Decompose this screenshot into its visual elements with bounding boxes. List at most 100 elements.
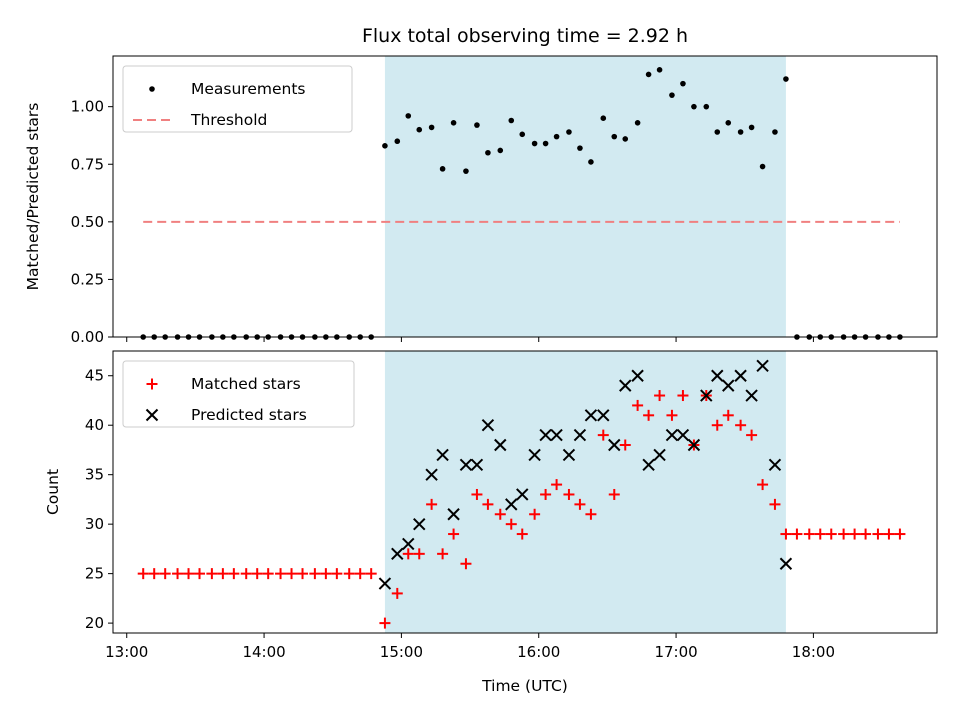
predicted-stars-point — [562, 448, 576, 462]
matched-stars-point — [711, 419, 723, 431]
matched-stars-point — [563, 488, 575, 500]
matched-stars-point — [722, 409, 734, 421]
x-tick-label: 15:00 — [380, 643, 423, 661]
measurements-point — [519, 131, 526, 138]
legend-box — [122, 360, 355, 428]
measurements-point — [759, 163, 766, 170]
predicted-stars-point — [745, 389, 758, 402]
matched-stars-point — [780, 528, 792, 540]
predicted-stars-point — [391, 547, 404, 561]
predicted-stars-point — [378, 577, 392, 590]
predicted-stars-point — [665, 428, 679, 442]
matched-stars-point — [309, 568, 321, 580]
measurements-point — [714, 129, 721, 135]
predicted-stars-point — [505, 498, 518, 511]
matched-stars-point — [654, 390, 666, 402]
matched-stars-point — [516, 528, 528, 540]
matched-stars-point — [460, 558, 472, 570]
measurements-point — [394, 138, 401, 145]
legend-label-threshold: Threshold — [190, 111, 267, 129]
measurements-point — [725, 119, 732, 126]
matched-stars-point — [251, 568, 263, 580]
measurements-point — [645, 71, 652, 78]
matched-stars-point — [505, 518, 517, 530]
matched-stars-point — [331, 568, 343, 580]
y-tick-label: 0.75 — [71, 155, 104, 173]
measurements-point — [428, 124, 435, 131]
measurements-point — [634, 119, 641, 126]
predicted-stars-point — [619, 379, 632, 392]
predicted-stars-point — [573, 428, 587, 442]
predicted-stars-point — [425, 468, 438, 481]
predicted-stars-point — [584, 409, 598, 422]
x-tick-label: 13:00 — [105, 643, 148, 661]
chart-title: Flux total observing time = 2.92 h — [362, 25, 688, 47]
x-tick-label: 17:00 — [654, 643, 697, 661]
x-tick-label: 16:00 — [517, 643, 560, 661]
measurements-point — [542, 140, 549, 147]
measurements-point — [611, 133, 618, 140]
matched-stars-point — [825, 528, 837, 540]
matched-stars-point — [814, 528, 826, 540]
measurements-point — [737, 129, 744, 135]
bottom-y-axis-label: Count — [44, 469, 62, 515]
matched-stars-point — [426, 498, 438, 510]
bottom-panel-marks — [137, 359, 906, 629]
bottom-panel: 13:00 14:00 15:00 16:00 17:00 18:00 20 25 30 35 40… — [44, 350, 938, 661]
bottom-legend: Matched stars Predicted stars — [122, 360, 355, 428]
matched-stars-point — [137, 568, 149, 580]
matched-stars-point — [391, 587, 403, 599]
matched-stars-point — [529, 508, 541, 520]
matched-stars-point — [746, 429, 758, 441]
matched-stars-point — [262, 568, 274, 580]
legend-box — [122, 65, 353, 133]
measurements-point — [531, 140, 538, 147]
matched-stars-point — [320, 568, 332, 580]
predicted-stars-point — [447, 508, 460, 521]
matched-stars-point — [228, 568, 240, 580]
bottom-observing-window — [384, 351, 786, 633]
predicted-stars-point — [722, 379, 735, 392]
matched-stars-point — [585, 508, 597, 520]
matched-stars-point — [437, 548, 449, 560]
matched-stars-point — [574, 498, 586, 510]
predicted-stars-point — [734, 369, 747, 382]
matched-stars-point — [608, 488, 620, 500]
matched-stars-point — [540, 488, 552, 500]
predicted-stars-point — [494, 438, 507, 452]
measurements-point — [772, 129, 778, 135]
y-tick-label: 40 — [85, 416, 104, 434]
matched-stars-point — [413, 548, 425, 560]
measurements-point — [703, 103, 710, 110]
bottom-panel-ticks: 13:00 14:00 15:00 16:00 17:00 18:00 20 25 30 35 40… — [85, 367, 835, 661]
predicted-stars-point — [402, 537, 415, 551]
measurements-point — [416, 126, 423, 133]
matched-stars-point — [297, 568, 309, 580]
matched-stars-point — [757, 479, 769, 491]
measurements-point — [622, 136, 629, 142]
predicted-stars-point — [539, 428, 552, 442]
measurements-point — [553, 133, 560, 140]
top-panel-frame — [112, 55, 938, 338]
measurements-point — [566, 129, 572, 135]
x-tick-label: 18:00 — [792, 643, 835, 661]
matched-stars-point — [791, 528, 803, 540]
matched-stars-point — [286, 568, 298, 580]
predicted-stars-point — [631, 369, 644, 382]
predicted-stars-point — [779, 557, 793, 570]
legend-swatch-measurements — [149, 86, 155, 92]
predicted-stars-point — [642, 458, 655, 471]
top-observing-window — [384, 56, 786, 337]
measurements-point — [463, 168, 469, 174]
predicted-stars-point — [528, 448, 541, 462]
x-axis-label: Time (UTC) — [481, 677, 568, 695]
y-tick-label: 0.00 — [71, 328, 104, 346]
top-panel-ticks: 0.00 0.25 0.50 0.75 1.00 — [71, 98, 814, 346]
predicted-stars-point — [608, 438, 621, 452]
matched-stars-point — [482, 498, 494, 510]
y-tick-label: 30 — [85, 515, 104, 533]
matched-stars-point — [803, 528, 815, 540]
measurements-point — [439, 166, 446, 172]
top-legend: Measurements Threshold — [122, 65, 353, 133]
matched-stars-point — [883, 528, 895, 540]
